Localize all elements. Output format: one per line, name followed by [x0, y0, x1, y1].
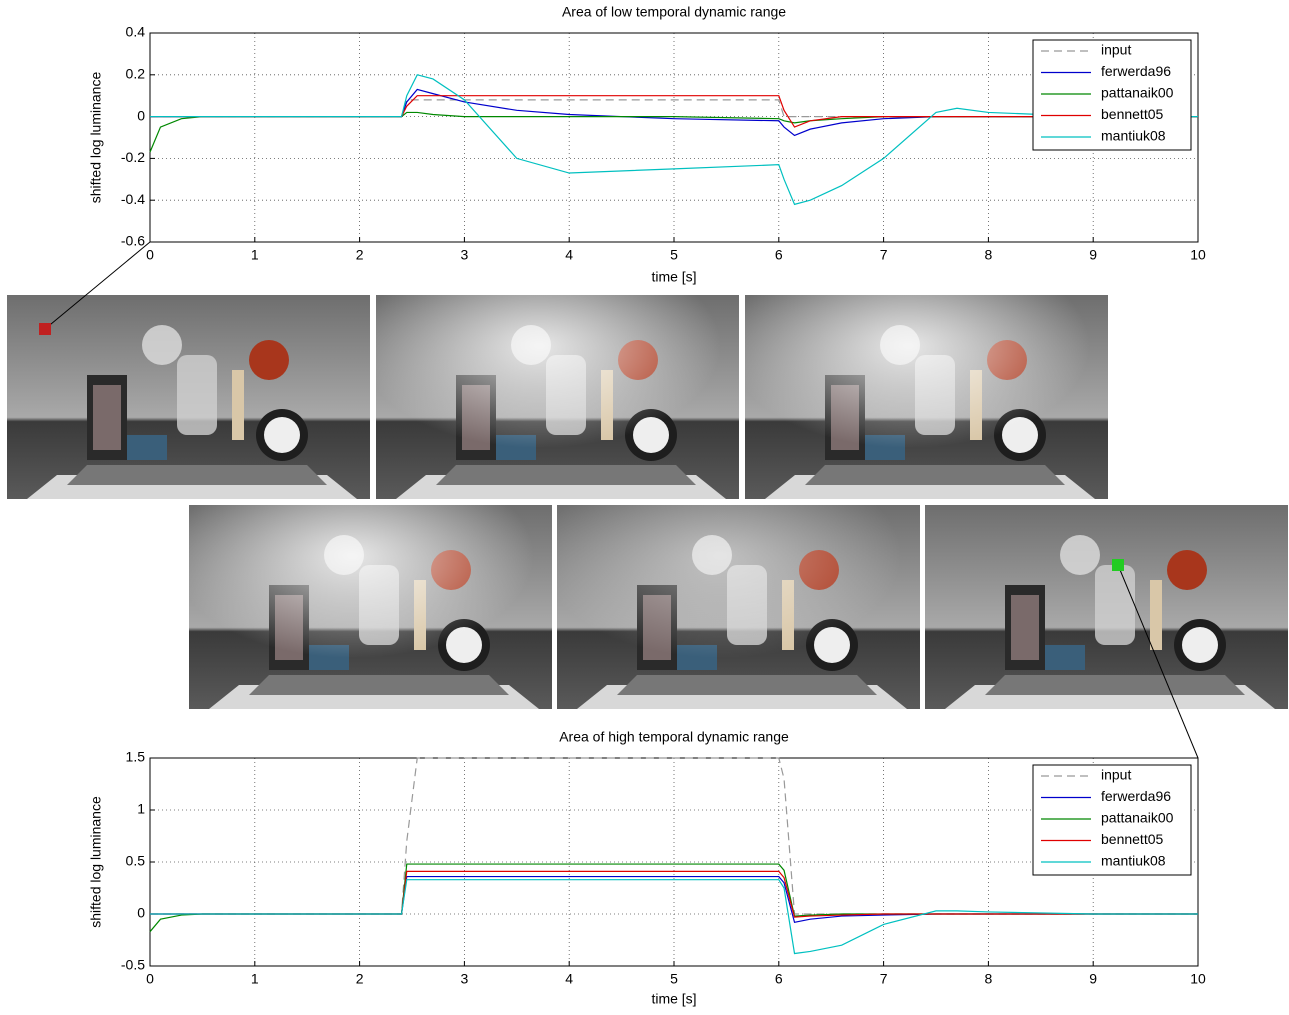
x-tick-label: 3 [461, 971, 469, 987]
x-tick-label: 5 [670, 971, 678, 987]
y-tick-label: -0.5 [121, 957, 145, 973]
figure: 012345678910-0.6-0.4-0.200.20.4Area of l… [0, 0, 1289, 1015]
x-tick-label: 7 [880, 247, 888, 263]
photos [7, 242, 1288, 758]
x-tick-label: 2 [356, 247, 364, 263]
frame-glow [745, 295, 1108, 499]
x-tick-label: 1 [251, 247, 259, 263]
video-frame [7, 295, 370, 499]
region-marker [39, 323, 51, 335]
y-tick-label: 0.4 [126, 24, 146, 40]
y-tick-label: 0 [137, 905, 145, 921]
x-tick-label: 10 [1190, 247, 1206, 263]
x-axis-label: time [s] [651, 991, 696, 1007]
frame-glow [376, 295, 739, 499]
x-tick-label: 4 [565, 971, 573, 987]
x-tick-label: 2 [356, 971, 364, 987]
legend-label: input [1101, 767, 1131, 783]
legend-label: bennett05 [1101, 106, 1163, 122]
x-tick-label: 3 [461, 247, 469, 263]
legend-label: input [1101, 42, 1131, 58]
x-tick-label: 1 [251, 971, 259, 987]
x-tick-label: 9 [1089, 971, 1097, 987]
legend-label: pattanaik00 [1101, 85, 1174, 101]
y-tick-label: 1.5 [126, 749, 146, 765]
legend-label: mantiuk08 [1101, 853, 1166, 869]
x-tick-label: 0 [146, 971, 154, 987]
x-tick-label: 6 [775, 247, 783, 263]
legend-label: bennett05 [1101, 831, 1163, 847]
x-tick-label: 6 [775, 971, 783, 987]
x-axis-label: time [s] [651, 269, 696, 285]
y-axis-label: shifted log luminance [88, 796, 104, 928]
x-tick-label: 8 [985, 247, 993, 263]
chart-title: Area of high temporal dynamic range [559, 729, 789, 745]
y-tick-label: 0.2 [126, 66, 146, 82]
x-tick-label: 4 [565, 247, 573, 263]
y-tick-label: 0.5 [126, 853, 146, 869]
legend-label: pattanaik00 [1101, 810, 1174, 826]
x-tick-label: 7 [880, 971, 888, 987]
frame-glow [189, 505, 552, 709]
chart-title: Area of low temporal dynamic range [562, 4, 786, 20]
legend-label: mantiuk08 [1101, 128, 1166, 144]
legend-label: ferwerda96 [1101, 63, 1171, 79]
x-tick-label: 0 [146, 247, 154, 263]
legend-label: ferwerda96 [1101, 788, 1171, 804]
x-tick-label: 9 [1089, 247, 1097, 263]
y-tick-label: -0.4 [121, 191, 145, 207]
x-tick-label: 5 [670, 247, 678, 263]
frame-glow [557, 505, 920, 709]
x-tick-label: 10 [1190, 971, 1206, 987]
region-marker [1112, 559, 1124, 571]
video-frame [925, 505, 1288, 709]
y-tick-label: 1 [137, 801, 145, 817]
y-axis-label: shifted log luminance [88, 72, 104, 204]
y-tick-label: 0 [137, 107, 145, 123]
y-tick-label: -0.6 [121, 233, 145, 249]
x-tick-label: 8 [985, 971, 993, 987]
y-tick-label: -0.2 [121, 149, 145, 165]
